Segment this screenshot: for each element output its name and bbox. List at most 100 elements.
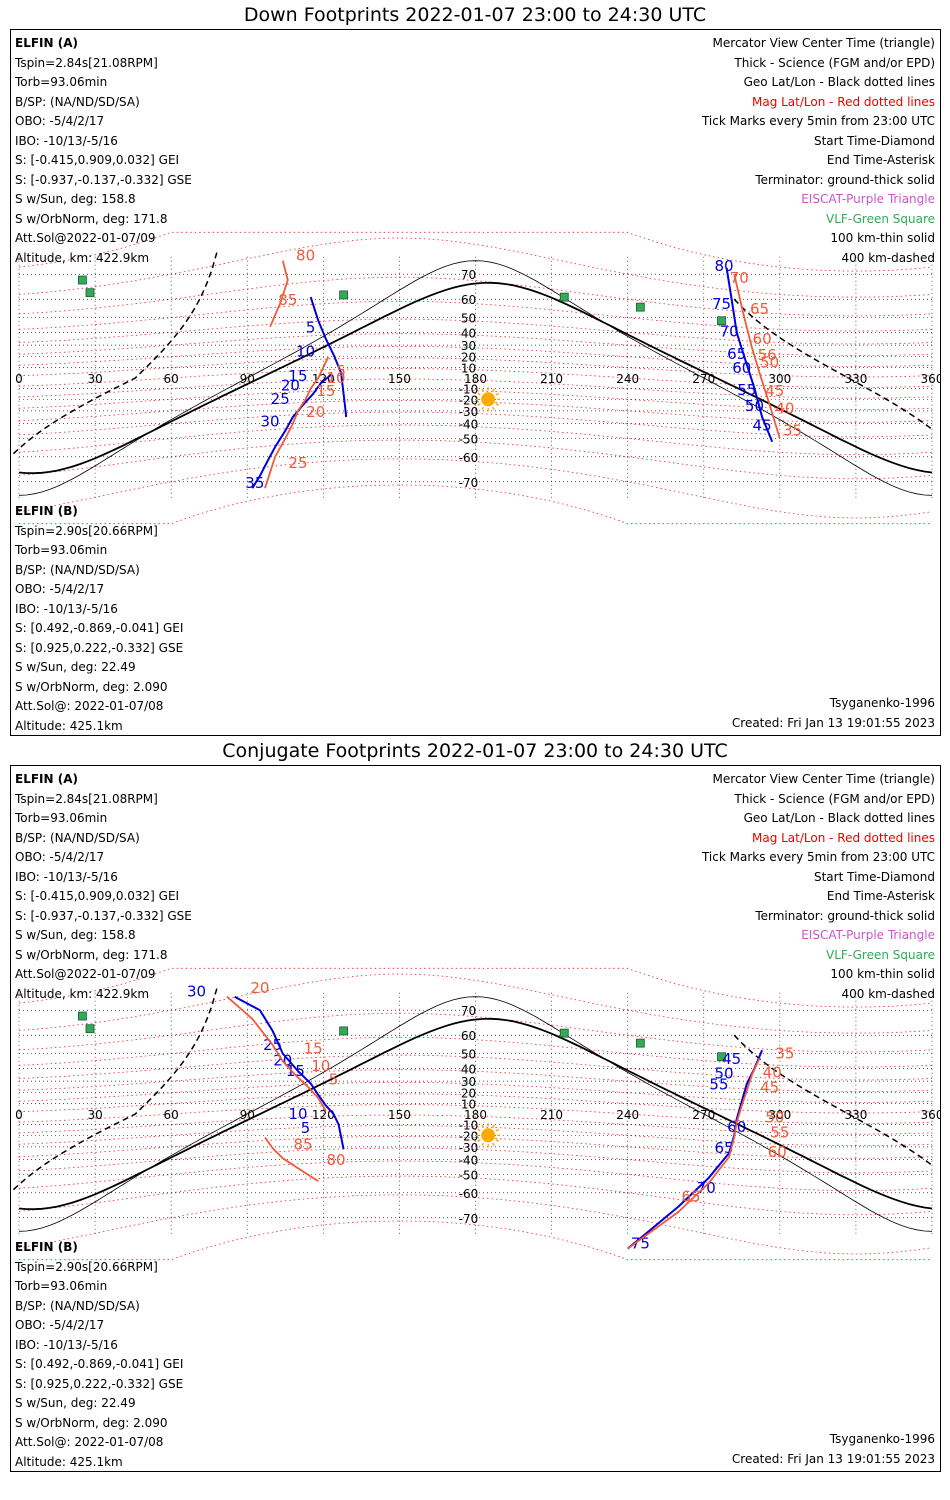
x-tick-label: 300 [768, 1108, 791, 1122]
sun-ray [481, 388, 485, 392]
mag-lat-line [18, 357, 933, 378]
legend-400km: 400 km-dashed [841, 986, 935, 1001]
sun-ray [495, 392, 499, 396]
sat-a-s-gei: S: [-0.415,0.909,0.032] GEI [15, 153, 180, 167]
sat-b-att: Att.Sol@: 2022-01-07/08 [15, 699, 164, 713]
sat-b-alt: Altitude: 425.1km [15, 718, 123, 733]
track-tick-label: 30 [261, 412, 280, 430]
legend-start: Start Time-Diamond [813, 133, 935, 148]
sat-b-ibo: IBO: -10/13/-5/16 [15, 601, 118, 616]
panel-title-conjugate: Conjugate Footprints 2022-01-07 23:00 to… [222, 740, 728, 762]
info-sat-b-bottom: ELFIN (B) Tspin=2.90s[20.66RPM] Torb=93.… [15, 1238, 183, 1472]
track-elfin-a [309, 296, 348, 418]
legend-vlf: VLF-Green Square [826, 211, 935, 226]
sat-b-s-gse: S: [0.925,0.222,-0.332] GSE [15, 640, 184, 655]
sat-a-s-sun: S w/Sun, deg: 158.8 [15, 192, 136, 206]
sat-b-obo: OBO: -5/4/2/17 [15, 1318, 105, 1332]
track-tick-label: 70 [720, 322, 739, 340]
vlf-station-square [339, 1026, 349, 1036]
sun-ray [495, 403, 499, 406]
y-tick-label: 10 [461, 362, 476, 376]
sat-a-s-sun: S w/Sun, deg: 158.8 [15, 928, 136, 942]
vlf-station-square [85, 1024, 95, 1034]
legend-terminator: Terminator: ground-thick solid [755, 172, 935, 187]
sat-a-ibo: IBO: -10/13/-5/16 [15, 869, 118, 884]
y-tick-label: 30 [461, 1075, 476, 1089]
legend-geo: Geo Lat/Lon - Black dotted lines [743, 811, 935, 825]
legend-end: End Time-Asterisk [826, 153, 935, 167]
track-tick-label: 45 [765, 382, 784, 400]
track-tick-label: 5 [306, 318, 316, 336]
vlf-station-square [339, 290, 349, 300]
terminator-100km [18, 996, 933, 1232]
track-tick-label: 45 [760, 1079, 779, 1097]
legend-thick: Thick - Science (FGM and/or EPD) [734, 791, 935, 806]
sun-ray [495, 1128, 499, 1132]
credit-bottom: Tsyganenko-1996 Created: Fri Jan 13 19:0… [732, 1430, 935, 1469]
sun-ray [492, 388, 495, 392]
track-tick-label: 10 [288, 1105, 307, 1123]
track-tick-label: 55 [737, 381, 756, 399]
x-tick-label: 150 [388, 372, 411, 386]
sat-b-tspin: Tspin=2.90s[20.66RPM] [15, 1259, 158, 1274]
sun-ray [477, 1128, 481, 1132]
sat-b-s-orb: S w/OrbNorm, deg: 2.090 [15, 679, 168, 694]
track-tick-label: 20 [306, 403, 325, 421]
x-tick-label: 330 [844, 1108, 867, 1122]
x-tick-label: 180 [464, 1108, 487, 1122]
x-tick-label: 210 [540, 372, 563, 386]
model-label: Tsyganenko-1996 [829, 1432, 935, 1446]
track-elfin-b [226, 996, 327, 1112]
panel-title-down: Down Footprints 2022-01-07 23:00 to 24:3… [243, 4, 707, 26]
vlf-station-square [717, 316, 726, 326]
info-sat-a-bottom: ELFIN (A) Tspin=2.84s[21.08RPM] Torb=93.… [15, 770, 192, 1004]
track-elfin-b [264, 1136, 319, 1182]
sun-ray [492, 1124, 495, 1128]
legend-bottom: Mercator View Center Time (triangle) Thi… [702, 770, 935, 1004]
track-tick-label: 50 [745, 397, 764, 415]
sat-a-s-gse: S: [-0.937,-0.137,-0.332] GSE [15, 172, 192, 187]
sat-b-att: Att.Sol@: 2022-01-07/08 [15, 1435, 164, 1449]
track-tick-label: 60 [732, 359, 751, 377]
sat-b-bsp: B/SP: (NA/ND/SD/SA) [15, 1298, 140, 1313]
track-tick-label: 35 [783, 421, 802, 439]
mag-lat-line [18, 1194, 933, 1255]
sat-b-s-gse: S: [0.925,0.222,-0.332] GSE [15, 1376, 184, 1391]
y-tick-label: -60 [459, 1187, 479, 1201]
sat-a-torb: Torb=93.06min [15, 811, 108, 825]
y-tick-label: -30 [459, 1141, 479, 1155]
track-tick-label: 15 [288, 367, 307, 385]
sun-ray [481, 406, 485, 411]
y-tick-label: 20 [461, 351, 476, 365]
track-tick-label: 40 [763, 1063, 782, 1081]
x-tick-label: 0 [15, 1108, 23, 1122]
sat-b-name: ELFIN (B) [15, 504, 78, 518]
y-tick-label: -70 [459, 1212, 479, 1226]
x-tick-label: 150 [388, 1108, 411, 1122]
sun-ray [492, 406, 495, 411]
sat-a-tspin: Tspin=2.84s[21.08RPM] [15, 791, 158, 806]
track-tick-label: 55 [770, 1124, 789, 1142]
vlf-station-square [85, 288, 95, 298]
sat-a-obo: OBO: -5/4/2/17 [15, 850, 105, 864]
y-tick-label: 10 [461, 1098, 476, 1112]
mag-lat-line [19, 484, 932, 525]
sat-b-obo: OBO: -5/4/2/17 [15, 582, 105, 596]
y-tick-label: 60 [461, 1029, 476, 1043]
track-tick-label: 70 [697, 1179, 716, 1197]
sat-a-ibo: IBO: -10/13/-5/16 [15, 133, 118, 148]
y-tick-label: -50 [459, 432, 479, 446]
sat-b-name: ELFIN (B) [15, 1240, 78, 1254]
sat-b-s-orb: S w/OrbNorm, deg: 2.090 [15, 1415, 168, 1430]
y-tick-label: -10 [459, 382, 479, 396]
track-tick-label: 75 [631, 1235, 650, 1253]
y-tick-label: 70 [461, 268, 476, 282]
x-tick-label: 180 [464, 372, 487, 386]
track-tick-label: 25 [271, 390, 290, 408]
legend-ticks: Tick Marks every 5min from 23:00 UTC [701, 850, 935, 864]
legend-400km: 400 km-dashed [841, 250, 935, 265]
sat-b-s-sun: S w/Sun, deg: 22.49 [15, 1396, 136, 1410]
track-elfin-b [264, 356, 330, 489]
legend-start: Start Time-Diamond [813, 869, 935, 884]
sat-a-att: Att.Sol@2022-01-07/09 [15, 967, 156, 981]
